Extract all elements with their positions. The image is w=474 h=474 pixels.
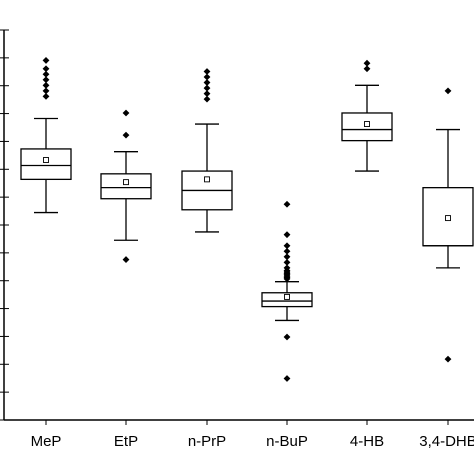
mean-marker (204, 176, 210, 183)
outlier-point (444, 87, 452, 95)
outlier-point (122, 256, 130, 263)
outlier-point (283, 200, 291, 208)
outlier-point (363, 65, 371, 73)
outlier-point (283, 264, 291, 272)
outlier-point (203, 84, 211, 92)
plot-axes (0, 29, 474, 425)
box-n-bup (261, 200, 313, 382)
outlier-point (444, 355, 452, 363)
x-tick-labels: MeP EtP n-PrP n-BuP 4-HB 3,4-DHB (31, 433, 474, 450)
x-tick-label: MeP (31, 433, 62, 450)
outlier-point (283, 375, 291, 382)
box-n-prp (181, 68, 233, 233)
outlier-point (42, 76, 50, 84)
outlier-point (42, 57, 50, 64)
outlier-point (203, 79, 211, 86)
iqr-box (100, 173, 152, 200)
outlier-point (283, 231, 291, 239)
outlier-point (42, 65, 50, 73)
plot-marks (20, 57, 474, 382)
outlier-point (283, 247, 291, 255)
outlier-point (283, 333, 291, 341)
mean-marker (123, 179, 129, 186)
mean-marker (445, 215, 451, 222)
x-tick-label: EtP (114, 433, 138, 450)
outlier-point (203, 73, 211, 81)
x-tick-label: n-BuP (266, 433, 308, 450)
mean-marker (284, 293, 290, 300)
x-tick-label: 3,4-DHB (419, 433, 474, 450)
outlier-point (283, 258, 291, 266)
outlier-point (42, 70, 50, 78)
outlier-point (122, 109, 130, 117)
box-etp (100, 109, 152, 263)
outlier-point (42, 87, 50, 95)
outlier-point (203, 90, 211, 98)
outlier-point (283, 253, 291, 261)
x-tick-label: 4-HB (350, 433, 384, 450)
box-3-4-dhb (422, 87, 474, 363)
outlier-point (363, 59, 371, 67)
outlier-point (42, 81, 50, 89)
outlier-point (283, 242, 291, 250)
mean-marker (43, 157, 49, 163)
iqr-box (20, 148, 72, 181)
outlier-point (42, 92, 50, 100)
iqr-box (341, 112, 393, 142)
outlier-point (122, 131, 130, 139)
outlier-point (203, 95, 211, 103)
box-4-hb (341, 59, 393, 172)
box-mep (20, 57, 72, 214)
outlier-point (203, 68, 211, 75)
mean-marker (364, 121, 370, 127)
x-tick-label: n-PrP (188, 433, 226, 450)
